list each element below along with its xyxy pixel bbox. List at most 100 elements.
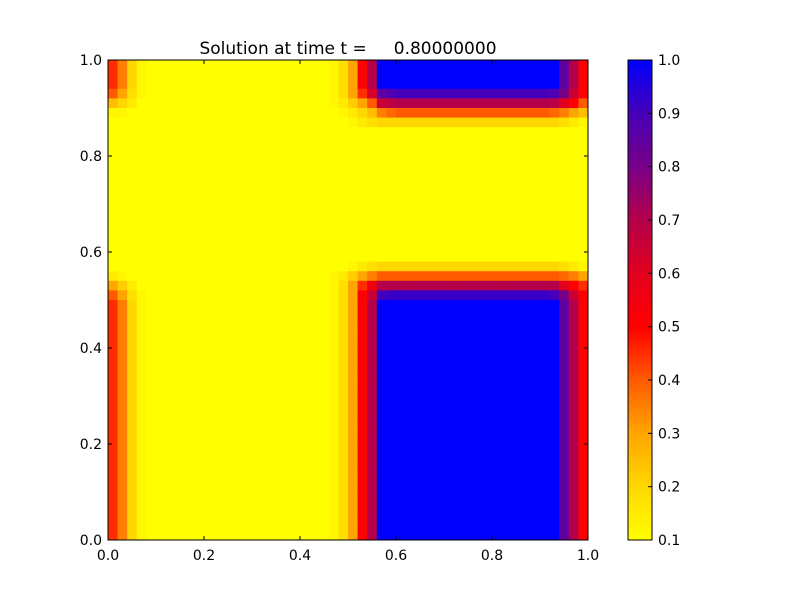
heatmap-cell [386,530,397,541]
heatmap-cell [242,357,253,368]
heatmap-cell [290,213,301,224]
heatmap-cell [319,472,330,483]
heatmap-cell [328,367,339,378]
heatmap-cell [156,79,166,90]
heatmap-cell [300,396,310,406]
heatmap-cell [204,520,214,531]
heatmap-cell [136,156,147,166]
heatmap-cell [328,280,339,291]
heatmap-cell [165,511,176,522]
heatmap-cell [108,444,118,454]
heatmap-cell [290,165,301,176]
heatmap-cell [175,165,186,176]
heatmap-cell [204,472,214,483]
heatmap-cell [444,69,454,80]
heatmap-cell [213,146,224,157]
heatmap-cell [453,309,464,320]
heatmap-cell [424,415,435,426]
heatmap-cell [252,482,262,493]
heatmap-cell [165,444,176,454]
heatmap-cell [165,357,176,368]
heatmap-cell [136,453,147,464]
heatmap-cell [136,127,147,138]
heatmap-cell [232,367,243,378]
heatmap-cell [271,117,282,128]
heatmap-cell [568,98,579,109]
heatmap-cell [396,280,406,291]
heatmap-cell [559,136,570,147]
heatmap-cell [568,204,579,214]
heatmap-cell [424,271,435,282]
heatmap-cell [520,213,531,224]
heatmap-cell [492,396,502,406]
heatmap-cell [194,98,205,109]
heatmap-cell [328,338,339,349]
heatmap-cell [482,396,493,406]
heatmap-cell [424,328,435,339]
heatmap-cell [501,204,512,214]
heatmap-cell [194,405,205,416]
heatmap-cell [280,232,291,243]
heatmap-cell [530,396,541,406]
heatmap-cell [511,204,522,214]
heatmap-cell [223,242,234,253]
heatmap-cell [492,300,502,310]
heatmap-cell [568,242,579,253]
heatmap-cell [261,175,272,186]
heatmap-cell [136,472,147,483]
heatmap-cell [242,175,253,186]
heatmap-cell [520,463,531,474]
heatmap-cell [242,319,253,330]
heatmap-cell [559,252,570,262]
heatmap-cell [463,367,474,378]
heatmap-cell [415,530,426,541]
heatmap-cell [338,386,349,397]
heatmap-cell [559,424,570,435]
heatmap-cell [319,184,330,195]
heatmap-cell [559,60,570,70]
heatmap-cell [261,463,272,474]
heatmap-cell [348,530,358,541]
heatmap-cell [559,280,570,291]
heatmap-cell [549,415,560,426]
heatmap-cell [309,453,320,464]
heatmap-cell [444,136,454,147]
heatmap-cell [405,501,416,512]
heatmap-cell [540,156,550,166]
heatmap-cell [156,511,166,522]
heatmap-cell [184,165,195,176]
heatmap-cell [396,453,406,464]
heatmap-cell [232,328,243,339]
heatmap-cell [280,520,291,531]
heatmap-cell [290,520,301,531]
heatmap-cell [415,146,426,157]
heatmap-cell [117,88,128,99]
heatmap-cell [127,146,138,157]
heatmap-cell [223,79,234,90]
heatmap-cell [127,405,138,416]
heatmap-cell [261,117,272,128]
heatmap-cell [501,472,512,483]
heatmap-cell [530,146,541,157]
heatmap-cell [328,482,339,493]
heatmap-cell [328,511,339,522]
heatmap-cell [156,309,166,320]
heatmap-cell [530,405,541,416]
heatmap-cell [146,396,157,406]
heatmap-cell [156,117,166,128]
heatmap-cell [444,338,454,349]
heatmap-cell [367,136,378,147]
heatmap-cell [156,348,166,358]
heatmap-cell [165,242,176,253]
heatmap-cell [492,232,502,243]
heatmap-cell [568,376,579,387]
heatmap-cell [252,434,262,445]
heatmap-cell [367,405,378,416]
heatmap-cell [271,175,282,186]
heatmap-cell [136,396,147,406]
heatmap-cell [424,69,435,80]
heatmap-cell [415,290,426,301]
heatmap-cell [232,156,243,166]
heatmap-cell [232,424,243,435]
heatmap-cell [549,501,560,512]
